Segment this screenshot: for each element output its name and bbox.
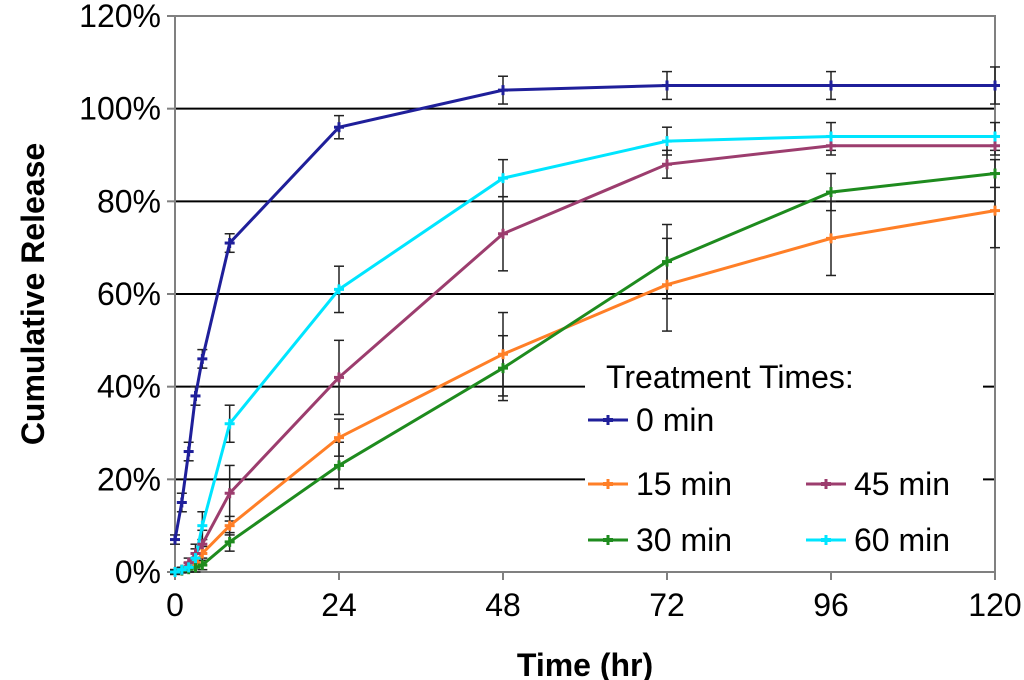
x-tick-label: 24 bbox=[321, 587, 357, 623]
y-tick-label: 120% bbox=[79, 0, 161, 34]
data-point-15-min bbox=[990, 205, 1000, 216]
legend-label: 15 min bbox=[636, 466, 732, 502]
data-point-15-min bbox=[662, 279, 672, 290]
y-tick-label: 20% bbox=[97, 461, 161, 497]
data-point-60-min bbox=[170, 567, 180, 577]
x-axis-title: Time (hr) bbox=[517, 647, 653, 680]
legend-title: Treatment Times: bbox=[606, 359, 854, 395]
data-point-60-min bbox=[498, 173, 508, 184]
data-point-0-min bbox=[176, 497, 187, 508]
data-point-45-min bbox=[224, 488, 235, 499]
data-point-30-min bbox=[498, 363, 508, 374]
data-point-45-min bbox=[826, 140, 836, 151]
data-point-60-min bbox=[224, 418, 235, 429]
data-point-30-min bbox=[990, 168, 1000, 179]
data-point-45-min bbox=[334, 372, 344, 383]
legend-items: 0 min 15 min 30 min 45 min 60 min bbox=[588, 402, 950, 558]
data-point-30-min bbox=[826, 187, 836, 198]
legend-background bbox=[585, 358, 983, 568]
legend-label: 45 min bbox=[854, 466, 950, 502]
data-point-45-min bbox=[498, 228, 508, 239]
data-point-60-min bbox=[197, 520, 208, 531]
series-points bbox=[170, 80, 1000, 577]
tick-labels: 0% 20% 40% 60% 80% 100% 120% 0 24 48 72 96 120 bbox=[79, 0, 1022, 623]
y-tick-label: 80% bbox=[97, 183, 161, 219]
data-point-30-min bbox=[224, 536, 235, 547]
data-point-30-min bbox=[662, 256, 672, 267]
y-axis-title: Cumulative Release bbox=[15, 143, 51, 445]
data-point-45-min bbox=[662, 159, 672, 170]
x-tick-label: 120 bbox=[968, 587, 1021, 623]
data-point-0-min bbox=[183, 446, 194, 457]
legend-label: 30 min bbox=[636, 522, 732, 558]
data-point-0-min bbox=[334, 122, 344, 133]
data-point-0-min bbox=[197, 353, 208, 364]
legend-item-45-min: 45 min bbox=[806, 466, 950, 502]
data-point-60-min bbox=[334, 284, 344, 295]
legend-item-15-min: 15 min bbox=[588, 466, 732, 502]
data-point-15-min bbox=[224, 520, 235, 531]
data-point-60-min bbox=[183, 562, 194, 573]
data-point-0-min bbox=[662, 80, 672, 91]
y-tick-label: 40% bbox=[97, 369, 161, 405]
legend-label: 0 min bbox=[636, 402, 714, 438]
data-point-0-min bbox=[190, 390, 201, 401]
data-point-0-min bbox=[224, 238, 235, 249]
data-point-15-min bbox=[334, 432, 344, 443]
x-tick-label: 0 bbox=[166, 587, 184, 623]
legend-item-0-min: 0 min bbox=[588, 402, 714, 438]
legend: Treatment Times: 0 min 15 min 30 min 45 min… bbox=[585, 358, 983, 568]
y-tick-label: 100% bbox=[79, 91, 161, 127]
x-tick-label: 48 bbox=[485, 587, 521, 623]
data-point-60-min bbox=[662, 136, 672, 147]
data-point-60-min bbox=[990, 131, 1000, 142]
data-point-30-min bbox=[197, 560, 208, 571]
data-point-30-min bbox=[334, 460, 344, 471]
data-point-60-min bbox=[826, 131, 836, 142]
y-tick-label: 60% bbox=[97, 276, 161, 312]
data-point-15-min bbox=[498, 349, 508, 360]
data-point-60-min bbox=[190, 553, 201, 564]
data-point-0-min bbox=[170, 534, 180, 545]
data-point-45-min bbox=[197, 539, 208, 550]
data-point-45-min bbox=[990, 140, 1000, 151]
y-tick-label: 0% bbox=[115, 554, 161, 590]
data-point-15-min bbox=[826, 233, 836, 244]
x-tick-label: 96 bbox=[813, 587, 849, 623]
data-point-0-min bbox=[498, 85, 508, 96]
legend-item-30-min: 30 min bbox=[588, 522, 732, 558]
data-point-0-min bbox=[826, 80, 836, 91]
data-point-0-min bbox=[990, 80, 1000, 91]
data-point-60-min bbox=[176, 564, 187, 575]
legend-item-60-min: 60 min bbox=[806, 522, 950, 558]
legend-label: 60 min bbox=[854, 522, 950, 558]
x-tick-label: 72 bbox=[649, 587, 685, 623]
